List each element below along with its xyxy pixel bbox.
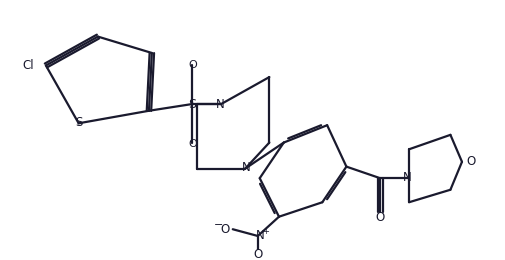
Text: O: O — [466, 155, 475, 168]
Text: O: O — [376, 211, 385, 224]
Text: O: O — [220, 223, 230, 236]
Text: N: N — [257, 230, 265, 243]
Text: N: N — [242, 161, 250, 174]
Text: S: S — [188, 98, 196, 110]
Text: +: + — [262, 227, 269, 236]
Text: Cl: Cl — [23, 59, 34, 72]
Text: N: N — [402, 171, 412, 184]
Text: O: O — [188, 60, 196, 69]
Text: N: N — [216, 98, 225, 110]
Text: O: O — [188, 139, 196, 148]
Text: S: S — [75, 116, 82, 129]
Text: −: − — [214, 220, 223, 230]
Text: O: O — [253, 248, 263, 260]
